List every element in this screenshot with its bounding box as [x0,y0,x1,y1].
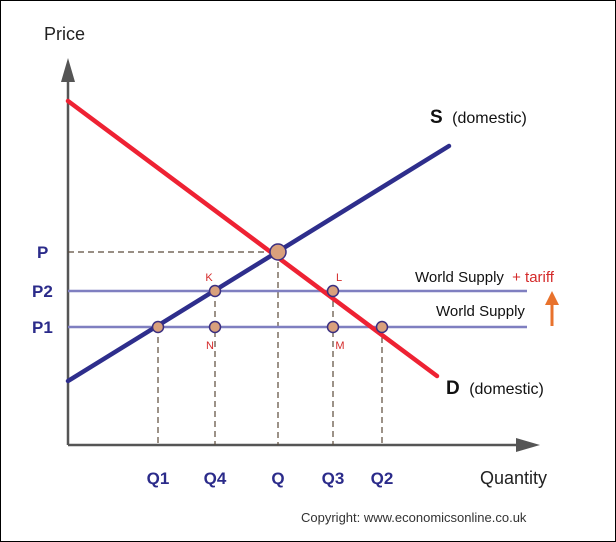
point-n [208,320,222,334]
supply-letter: S [430,107,443,128]
quantity-label-q2: Q2 [371,469,394,488]
point-label-k: K [205,272,213,284]
demand-curve [65,98,440,379]
equilibrium-point [269,243,287,261]
supply-curve [65,143,452,384]
point-k [208,284,222,298]
price-label-p: P [37,243,48,262]
x-axis-arrow [516,438,540,452]
intersection-points [151,243,389,334]
supply-sub: (domestic) [452,110,527,127]
copyright-text: Copyright: www.economicsonline.co.uk [301,510,527,525]
demand-letter: D [446,378,460,399]
point-label-n: N [206,340,214,352]
point-label-l: L [336,272,342,284]
supply-curve-label: S (domestic) [430,107,527,128]
price-label-p1: P1 [32,318,53,337]
point-q1 [151,320,165,334]
x-axis-title: Quantity [480,468,547,488]
quantity-label-q3: Q3 [322,469,345,488]
price-label-p2: P2 [32,282,53,301]
world-supply-tariff-label: World Supply + tariff [415,269,555,286]
y-axis-title: Price [44,24,85,44]
axes [61,58,540,452]
y-axis-arrow [61,58,75,82]
world-supply-tariff-plus: + tariff [512,269,555,286]
guide-lines [68,251,383,445]
point-m [326,320,340,334]
point-q2 [375,320,389,334]
quantity-label-q1: Q1 [147,469,170,488]
up-arrow-icon [545,291,559,326]
demand-curve-label: D (domestic) [446,378,544,399]
world-supply-tariff-main: World Supply [415,269,504,286]
point-l [326,284,340,298]
quantity-label-q4: Q4 [204,469,227,488]
quantity-label-q: Q [271,469,284,488]
point-label-m: M [335,340,344,352]
demand-sub: (domestic) [469,381,544,398]
world-supply-label: World Supply [436,303,525,320]
